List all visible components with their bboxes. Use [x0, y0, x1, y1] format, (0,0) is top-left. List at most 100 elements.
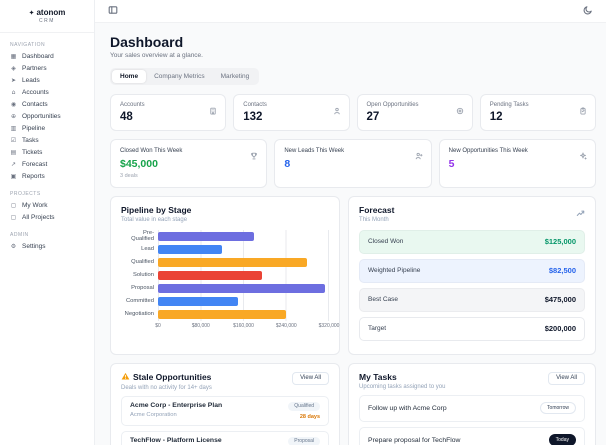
- highlight-value: 5: [448, 157, 455, 170]
- brand-logo[interactable]: ✦ atonom CRM: [0, 0, 94, 33]
- trend-up-icon: ↗: [10, 160, 17, 168]
- sidebar-item-pipeline[interactable]: ▥ Pipeline: [0, 122, 94, 134]
- sidebar-item-my-work[interactable]: ◻ My Work: [0, 199, 94, 211]
- chart-category-label: Committed: [125, 298, 154, 305]
- check-square-icon: ☑: [10, 136, 17, 144]
- sidebar-item-opportunities[interactable]: ⊕ Opportunities: [0, 110, 94, 122]
- tab-company-metrics[interactable]: Company Metrics: [154, 72, 205, 80]
- forecast-value: $82,500: [548, 266, 576, 276]
- stale-view-all-button[interactable]: View All: [292, 371, 330, 385]
- task-title: Follow up with Acme Corp: [368, 404, 447, 412]
- stale-opportunities-card: Stale Opportunities Deals with no activi…: [110, 362, 341, 445]
- highlight-sub: [449, 173, 586, 179]
- forecast-row-target: Target $200,000: [359, 316, 585, 341]
- sidebar-item-label: Dashboard: [22, 52, 54, 60]
- chart-bar: [158, 231, 254, 242]
- forecast-value: $475,000: [544, 295, 576, 305]
- stats-row: Accounts 48 Contacts 132 Open Opportunit…: [110, 93, 596, 131]
- my-tasks-card: My Tasks Upcoming tasks assigned to you …: [348, 362, 596, 445]
- forecast-label: Best Case: [368, 296, 399, 304]
- brand-tagline: CRM: [39, 18, 55, 24]
- nav-section-admin: Admin ⚙ Settings: [0, 223, 94, 252]
- trophy-icon: [250, 147, 258, 165]
- highlight-card-closed-won[interactable]: Closed Won This Week $45,000 3 deals: [110, 138, 268, 188]
- chart-track: [158, 242, 330, 256]
- stale-item[interactable]: TechFlow - Platform LicenseTechFlow Solu…: [121, 430, 330, 445]
- topbar: [95, 0, 606, 23]
- nav-section-label: Projects: [10, 191, 41, 197]
- highlight-label: Closed Won This Week: [120, 147, 183, 154]
- chart-category-label: Proposal: [131, 285, 154, 292]
- chart-category-label: Solution: [133, 272, 154, 279]
- sidebar-item-settings[interactable]: ⚙ Settings: [0, 240, 94, 252]
- theme-toggle-button[interactable]: [581, 4, 595, 18]
- stat-card-open-opportunities[interactable]: Open Opportunities 27: [356, 93, 473, 131]
- stat-label: Pending Tasks: [489, 101, 529, 108]
- task-item[interactable]: Prepare proposal for TechFlow Today: [359, 426, 585, 445]
- task-due-badge: Tomorrow: [540, 402, 576, 415]
- sidebar-item-partners[interactable]: ◈ Partners: [0, 62, 94, 74]
- axis-tick: $320,000: [318, 322, 340, 329]
- stale-days: 28 days: [299, 413, 321, 420]
- sidebar-item-accounts[interactable]: ⌂ Accounts: [0, 86, 94, 98]
- highlight-card-new-leads[interactable]: New Leads This Week 8: [274, 138, 432, 188]
- opportunity-title: Acme Corp - Enterprise Plan: [130, 401, 223, 409]
- chart-track: [158, 281, 330, 295]
- handshake-icon: ◈: [11, 64, 16, 72]
- clipboard-icon: [579, 102, 587, 120]
- tasks-subtitle: Upcoming tasks assigned to you: [359, 383, 446, 390]
- forecast-card: Forecast This Month Closed Won $125,000 …: [348, 195, 596, 355]
- sidebar-item-leads[interactable]: ➤ Leads: [0, 74, 94, 86]
- sidebar-item-reports[interactable]: ▣ Reports: [0, 170, 94, 182]
- chart-bar: [158, 270, 262, 281]
- stat-card-contacts[interactable]: Contacts 132: [233, 93, 350, 131]
- chart-bar-row: Negotiation: [121, 307, 330, 321]
- sidebar-item-tasks[interactable]: ☑ Tasks: [0, 134, 94, 146]
- chart-bar-row: Committed: [121, 294, 330, 308]
- highlight-value: $45,000: [120, 157, 158, 170]
- sidebar-item-label: Forecast: [22, 160, 48, 168]
- sidebar-item-dashboard[interactable]: ▦ Dashboard: [0, 50, 94, 62]
- pipeline-icon: ▥: [10, 124, 17, 132]
- dashboard-content: Dashboard Your sales overview at a glanc…: [95, 23, 606, 445]
- warning-icon: [121, 372, 130, 383]
- stat-label: Accounts: [120, 101, 145, 108]
- highlight-label: New Opportunities This Week: [448, 147, 528, 154]
- forecast-subtitle: This Month: [359, 216, 389, 223]
- chart-bar-row: Solution: [121, 268, 330, 282]
- forecast-row-closed-won: Closed Won $125,000: [359, 229, 585, 254]
- sidebar-item-contacts[interactable]: ◉ Contacts: [0, 98, 94, 110]
- forecast-label: Weighted Pipeline: [368, 267, 421, 275]
- forecast-value: $125,000: [544, 237, 576, 247]
- axis-tick: $240,000: [275, 322, 297, 329]
- chart-track: [158, 307, 330, 321]
- sidebar-item-label: Opportunities: [22, 112, 61, 120]
- highlight-sub: [284, 173, 421, 179]
- stat-value: 48: [120, 110, 133, 123]
- page-subtitle: Your sales overview at a glance.: [110, 51, 203, 59]
- chart-bar: [158, 257, 307, 268]
- pipeline-chart-card: Pipeline by Stage Total value in each st…: [110, 195, 341, 355]
- highlight-card-new-opportunities[interactable]: New Opportunities This Week 5: [438, 138, 596, 188]
- chart-track: [158, 268, 330, 282]
- user-icon: [333, 102, 341, 120]
- sidebar-item-label: Tickets: [22, 148, 43, 156]
- sidebar-toggle-button[interactable]: [106, 4, 120, 18]
- task-item[interactable]: Follow up with Acme Corp Tomorrow: [359, 394, 585, 422]
- tab-marketing[interactable]: Marketing: [220, 72, 250, 80]
- chart-bar: [158, 244, 222, 255]
- sidebar-item-label: My Work: [22, 201, 48, 209]
- stat-card-accounts[interactable]: Accounts 48: [110, 93, 227, 131]
- stale-item[interactable]: Acme Corp - Enterprise Plan Acme Corporat…: [121, 395, 330, 426]
- sidebar-item-all-projects[interactable]: ▢ All Projects: [0, 211, 94, 223]
- stat-card-pending-tasks[interactable]: Pending Tasks 12: [479, 93, 596, 131]
- tasks-view-all-button[interactable]: View All: [548, 371, 585, 385]
- chart-x-axis: $0 $80,000 $160,000 $240,000 $320,000: [155, 322, 339, 332]
- sidebar-item-forecast[interactable]: ↗ Forecast: [0, 158, 94, 170]
- bottom-row: Stale Opportunities Deals with no activi…: [110, 362, 596, 445]
- sidebar-item-tickets[interactable]: ▤ Tickets: [0, 146, 94, 158]
- tab-home[interactable]: Home: [112, 69, 147, 83]
- chart-category-label: Pre-Qualified: [131, 230, 154, 243]
- highlight-label: New Leads This Week: [284, 147, 345, 154]
